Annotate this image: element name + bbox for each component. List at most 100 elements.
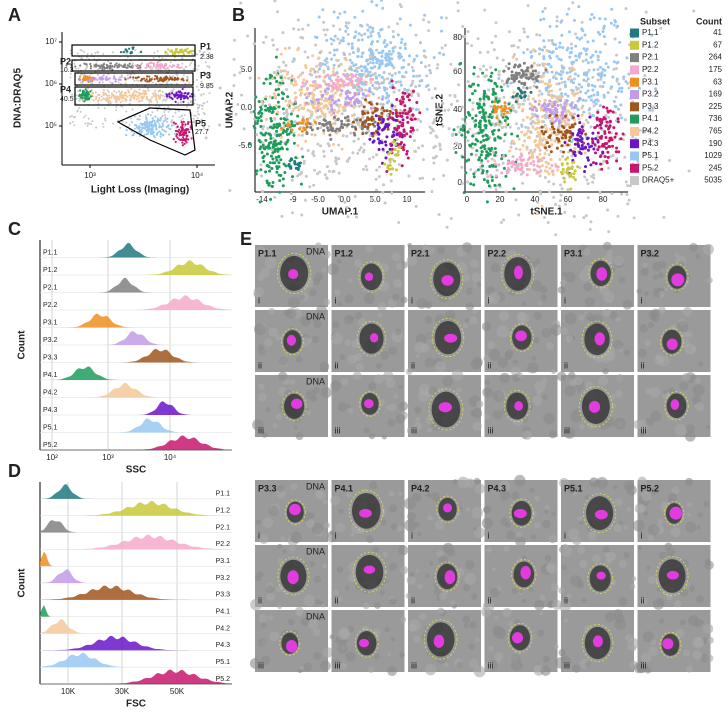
point [390, 79, 394, 83]
point [390, 167, 394, 171]
point [616, 214, 620, 218]
point [418, 177, 422, 181]
point [415, 54, 419, 58]
point [298, 103, 302, 107]
point [83, 90, 86, 93]
noise [352, 371, 362, 380]
point [260, 151, 264, 155]
point [85, 75, 88, 78]
point [151, 117, 154, 120]
point [276, 93, 280, 97]
point [417, 84, 421, 88]
density-ridge [40, 382, 232, 398]
point [529, 121, 533, 125]
point [494, 108, 498, 112]
point [512, 44, 516, 48]
point [344, 92, 348, 96]
point [180, 95, 183, 98]
point [561, 112, 565, 116]
point [171, 51, 174, 54]
point [382, 71, 386, 75]
point [305, 121, 309, 125]
point [327, 84, 331, 88]
point [294, 82, 298, 86]
point [177, 51, 180, 55]
point [603, 73, 607, 77]
point [269, 116, 273, 120]
point [129, 97, 132, 100]
legend-swatch [630, 126, 639, 136]
gate-value: 10.3 [60, 67, 74, 74]
noise [311, 335, 320, 344]
point [361, 112, 365, 116]
point [560, 187, 564, 191]
point [325, 99, 329, 103]
point [323, 80, 327, 84]
point [112, 122, 115, 125]
point [538, 33, 542, 37]
noise [287, 296, 300, 309]
point [580, 125, 584, 129]
point [183, 142, 186, 145]
point [182, 79, 185, 82]
row-numeral: iii [258, 425, 264, 435]
point [531, 156, 535, 160]
point [319, 90, 323, 94]
point [158, 90, 161, 93]
point [153, 78, 156, 81]
point [460, 105, 464, 109]
point [369, 106, 373, 110]
point [361, 92, 365, 96]
point [152, 123, 156, 127]
point [260, 189, 264, 193]
noise [394, 328, 402, 336]
legend-swatch [630, 40, 639, 50]
density-ridge [40, 635, 232, 651]
point [198, 50, 201, 53]
point [432, 55, 436, 59]
point [179, 138, 182, 141]
point [546, 220, 550, 224]
point [292, 107, 296, 111]
legend-swatch [630, 114, 639, 124]
point [332, 53, 336, 57]
point [542, 137, 546, 141]
noise [295, 356, 303, 363]
point [490, 178, 494, 182]
point [461, 35, 465, 39]
point [361, 96, 365, 100]
noise [392, 252, 401, 262]
point [357, 99, 361, 103]
legend-name: P4.3 [642, 139, 659, 148]
row-label: P2.1 [43, 284, 58, 291]
point [160, 63, 164, 66]
point [369, 34, 373, 38]
point [276, 10, 280, 14]
point [201, 107, 204, 110]
nucleus [288, 269, 299, 280]
point [277, 83, 281, 87]
point [398, 145, 402, 149]
point [140, 50, 143, 54]
point [610, 7, 614, 11]
point [563, 102, 567, 106]
point [600, 120, 604, 124]
point [356, 55, 360, 59]
point [239, 65, 243, 69]
point [427, 29, 431, 33]
point [366, 111, 370, 115]
point [543, 99, 547, 103]
point [605, 120, 609, 124]
point [107, 102, 110, 105]
point [398, 52, 402, 56]
point [514, 167, 518, 171]
point [130, 87, 133, 90]
point [397, 88, 401, 92]
point [625, 56, 629, 60]
legend-swatch [630, 139, 639, 149]
point [426, 83, 430, 87]
point [556, 168, 560, 172]
point [94, 91, 97, 94]
point [503, 119, 507, 123]
row-label: P5.2 [43, 442, 58, 449]
